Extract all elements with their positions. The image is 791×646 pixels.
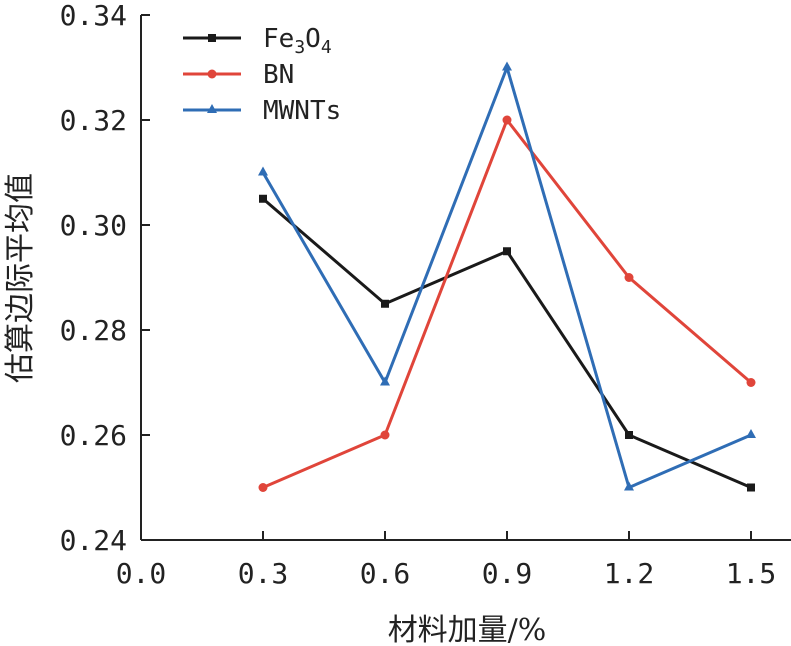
legend: Fe3O4 BN MWNTs [183, 24, 341, 126]
data-point-bn [380, 430, 390, 440]
y-tick-label: 0.34 [60, 0, 127, 32]
legend-item-bn: BN [183, 60, 294, 90]
series-line-mwnts [261, 66, 752, 489]
y-tick-label: 0.32 [60, 104, 127, 137]
legend-marker-bn [207, 69, 217, 79]
x-tick-label: 0.6 [360, 557, 411, 590]
data-point-bn [746, 378, 756, 387]
x-tick-label: 0.0 [116, 557, 167, 590]
legend-label-fe3o4: Fe3O4 [263, 24, 332, 58]
data-point-mwnts [380, 376, 390, 386]
series-layer [258, 61, 756, 492]
series-mwnts [258, 61, 756, 491]
data-point-bn [502, 115, 512, 125]
x-ticks: 0.0 0.3 0.6 0.9 1.2 1.5 [116, 531, 777, 590]
y-axis-label: 估算边际平均值 [3, 173, 38, 383]
legend-marker-mwnts [207, 104, 217, 113]
y-tick-label: 0.26 [60, 419, 127, 452]
legend-item-fe3o4: Fe3O4 [183, 24, 332, 58]
y-tick-label: 0.28 [60, 314, 127, 347]
legend-label-mwnts: MWNTs [263, 96, 341, 126]
axes [140, 15, 791, 541]
data-point-mwnts [502, 61, 512, 71]
y-ticks: 0.24 0.26 0.28 0.30 0.32 0.34 [60, 0, 150, 557]
series-bn [258, 115, 756, 492]
x-tick-label: 0.9 [482, 557, 533, 590]
legend-marker-fe3o4 [208, 34, 216, 42]
data-point-fe3o4 [503, 247, 511, 256]
legend-label-bn: BN [263, 60, 294, 90]
x-tick-label: 1.2 [604, 557, 655, 590]
data-point-fe3o4 [259, 194, 267, 203]
y-tick-label: 0.24 [60, 524, 127, 557]
data-point-bn [258, 483, 268, 492]
series-fe3o4 [259, 194, 755, 492]
legend-item-mwnts: MWNTs [183, 96, 341, 126]
data-point-mwnts [624, 481, 634, 491]
data-point-fe3o4 [381, 299, 389, 308]
data-point-mwnts [258, 166, 268, 176]
data-point-fe3o4 [625, 431, 633, 439]
series-line-fe3o4 [262, 197, 752, 489]
data-point-bn [624, 273, 634, 282]
data-point-mwnts [746, 429, 756, 438]
x-tick-label: 0.3 [238, 557, 289, 590]
data-point-fe3o4 [747, 483, 755, 492]
y-tick-label: 0.30 [60, 209, 127, 242]
series-line-bn [262, 118, 752, 489]
x-axis-label: 材料加量/% [388, 613, 547, 646]
x-tick-label: 1.5 [726, 557, 777, 590]
